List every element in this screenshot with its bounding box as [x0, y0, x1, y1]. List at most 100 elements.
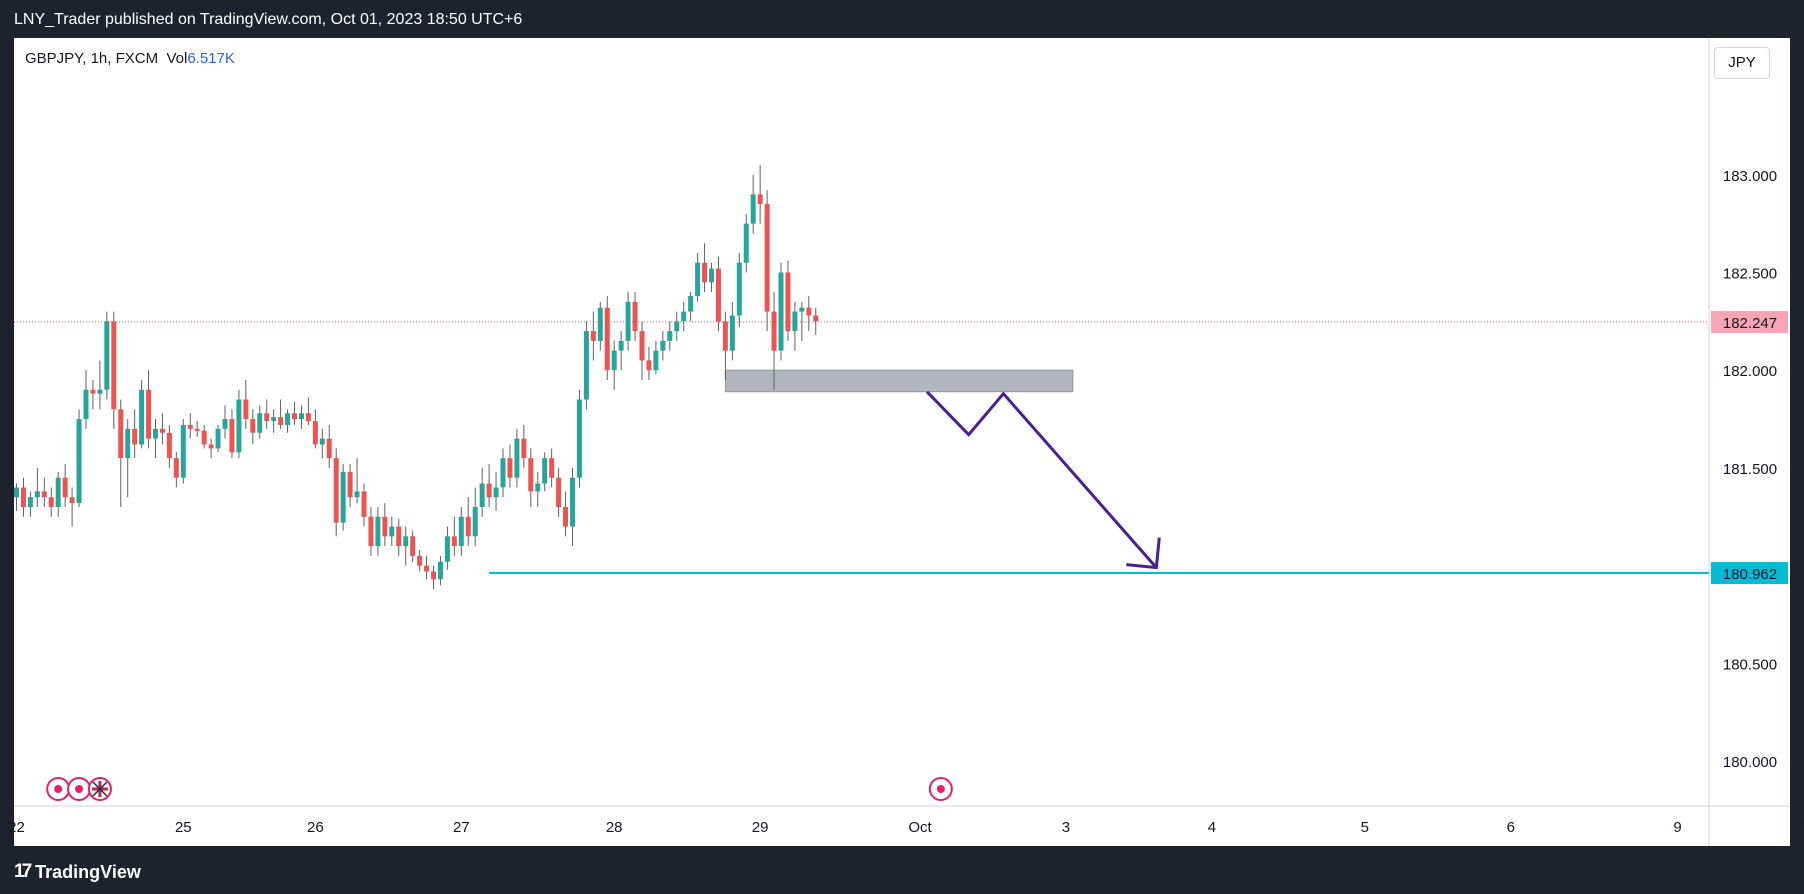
- candle-body-up: [97, 389, 103, 394]
- candle-body-up: [437, 561, 443, 580]
- chart-frame[interactable]: [14, 38, 1790, 846]
- candle-body-up: [257, 413, 263, 433]
- candle-body-down: [549, 458, 555, 478]
- x-tick-label: 27: [453, 819, 470, 836]
- candle-body-up: [285, 413, 291, 425]
- candle-body-up: [27, 497, 33, 508]
- candle-body-down: [451, 536, 457, 547]
- x-tick-label: 9: [1673, 819, 1681, 836]
- candle-body-down: [326, 438, 332, 459]
- candle-body-down: [243, 399, 249, 420]
- candle-body-down: [424, 565, 430, 572]
- candle-body-up: [14, 487, 19, 498]
- candle-body-down: [785, 272, 791, 332]
- candle-body-up: [750, 194, 756, 224]
- candle-body-up: [298, 413, 304, 420]
- volume-value: 6.517K: [187, 50, 235, 67]
- candle-body-down: [417, 555, 423, 566]
- event-marker-dot: [54, 785, 63, 793]
- candle-body-up: [542, 458, 548, 484]
- candle-body-up: [792, 311, 798, 332]
- candle-body-down: [201, 430, 207, 445]
- y-tick-label: 181.500: [1723, 461, 1777, 478]
- candle-body-down: [715, 268, 721, 322]
- candle-body-down: [159, 428, 165, 433]
- candle-body-up: [736, 262, 742, 316]
- candle-body-up: [472, 507, 478, 537]
- candle-body-down: [312, 421, 318, 445]
- candle-body-down: [208, 444, 214, 449]
- candle-body-down: [507, 458, 513, 478]
- currency-badge[interactable]: JPY: [1714, 47, 1770, 79]
- x-tick-label: 6: [1507, 819, 1515, 836]
- candle-body-down: [90, 389, 96, 394]
- candle-body-up: [319, 438, 325, 445]
- candle-body-up: [500, 458, 506, 488]
- candle-body-up: [55, 477, 61, 508]
- candle-body-up: [340, 471, 346, 523]
- candle-body-up: [83, 389, 89, 420]
- candle-body-down: [806, 307, 812, 316]
- tradingview-brand: TradingView: [35, 861, 141, 882]
- candle-body-down: [556, 477, 562, 508]
- candle-body-down: [764, 204, 770, 312]
- candle-body-down: [702, 262, 708, 283]
- candle-body-down: [62, 477, 68, 498]
- candle-body-up: [660, 340, 666, 351]
- candle-body-up: [576, 399, 582, 478]
- x-tick-label: 4: [1208, 819, 1216, 836]
- candle-body-up: [681, 311, 687, 322]
- candle-body-down: [111, 321, 117, 410]
- candle-body-up: [611, 350, 617, 371]
- candle-body-down: [250, 419, 256, 433]
- candle-body-up: [271, 417, 277, 422]
- candle-body-up: [215, 428, 221, 449]
- candle-body-down: [305, 413, 311, 422]
- candle-body-up: [729, 315, 735, 351]
- candle-body-up: [597, 307, 603, 341]
- candle-body-up: [389, 526, 395, 537]
- candle-body-up: [583, 331, 589, 400]
- candle-body-up: [674, 321, 680, 332]
- uk-flag-diag-b: [92, 781, 108, 797]
- support-zone-rect: [724, 369, 1074, 393]
- candle-body-up: [799, 307, 805, 312]
- candle-body-down: [278, 417, 284, 425]
- target-price-badge-bg: [1711, 562, 1788, 585]
- volume-label: Vol: [166, 50, 188, 67]
- candle-body-down: [20, 487, 26, 508]
- candle-body-up: [180, 424, 186, 478]
- y-tick-label: 182.000: [1723, 363, 1777, 380]
- candle-body-down: [396, 526, 402, 547]
- candle-body-up: [535, 483, 541, 492]
- candle-body-down: [521, 438, 527, 459]
- candle-body-down: [486, 483, 492, 498]
- symbol-text: GBPJPY, 1h, FXCM: [25, 50, 159, 67]
- candle-body-up: [653, 350, 659, 371]
- candle-body-down: [48, 497, 54, 508]
- candle-body-up: [458, 516, 464, 547]
- x-tick-label: 26: [307, 819, 324, 836]
- candle-body-down: [771, 311, 777, 351]
- y-tick-label: 180.000: [1723, 754, 1777, 771]
- x-tick-label: Oct: [908, 819, 932, 836]
- candle-body-down: [639, 331, 645, 361]
- candle-body-down: [229, 419, 235, 453]
- publisher-text: LNY_Trader published on TradingView.com,…: [14, 11, 523, 28]
- symbol-legend[interactable]: GBPJPY, 1h, FXCM Vol6.517K: [25, 50, 235, 67]
- candle-body-up: [667, 331, 673, 341]
- x-tick-label: 22: [8, 819, 25, 836]
- candle-body-up: [493, 487, 499, 498]
- candle-body-up: [695, 262, 701, 296]
- candle-body-down: [646, 360, 652, 371]
- candle-body-up: [222, 419, 228, 429]
- event-marker-dot: [936, 785, 945, 793]
- candle-body-down: [361, 491, 367, 517]
- last-price-badge-label: 182.247: [1723, 315, 1777, 332]
- y-tick-label: 183.000: [1723, 168, 1777, 185]
- tradingview-logo[interactable]: 17 TradingView: [14, 861, 141, 883]
- x-tick-label: 3: [1062, 819, 1070, 836]
- candle-body-down: [69, 497, 75, 504]
- candle-body-down: [722, 321, 728, 351]
